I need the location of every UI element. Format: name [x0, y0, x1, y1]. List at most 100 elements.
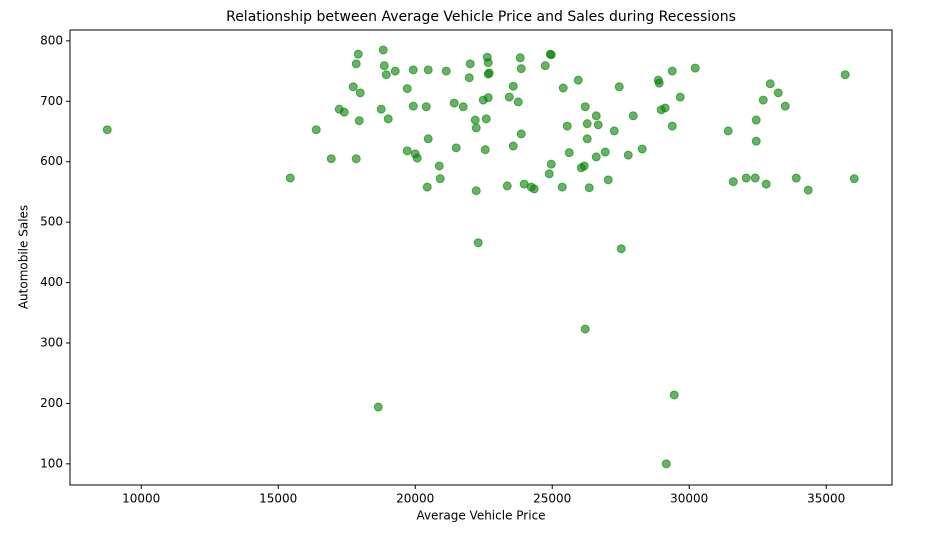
point: [355, 88, 365, 98]
point: [470, 115, 480, 125]
point: [378, 45, 388, 55]
point: [516, 64, 526, 74]
point: [669, 390, 679, 400]
point: [529, 184, 539, 194]
point: [423, 134, 433, 144]
point: [311, 125, 321, 135]
point: [600, 147, 610, 157]
point: [402, 84, 412, 94]
point: [484, 68, 494, 78]
x-tick-label: 20000: [396, 492, 434, 506]
point: [573, 75, 583, 85]
point: [546, 50, 556, 60]
point: [376, 104, 386, 114]
x-tick-label: 15000: [259, 492, 297, 506]
point: [326, 154, 336, 164]
point: [102, 125, 112, 135]
point: [758, 95, 768, 105]
point: [616, 244, 626, 254]
point: [661, 459, 671, 469]
plot-frame: [69, 29, 893, 486]
point: [751, 115, 761, 125]
point: [513, 97, 523, 107]
y-tick-label: 400: [40, 275, 63, 289]
y-tick-label: 200: [40, 396, 63, 410]
point: [546, 159, 556, 169]
point: [423, 65, 433, 75]
point: [637, 144, 647, 154]
point: [544, 169, 554, 179]
point: [402, 146, 412, 156]
point: [840, 70, 850, 80]
point: [723, 126, 733, 136]
point: [390, 66, 400, 76]
point: [379, 61, 389, 71]
point: [675, 92, 685, 102]
point: [579, 161, 589, 171]
point: [471, 123, 481, 133]
point: [383, 114, 393, 124]
point: [473, 238, 483, 248]
point: [558, 83, 568, 93]
point: [580, 324, 590, 334]
point: [582, 119, 592, 129]
point: [458, 102, 468, 112]
point: [381, 70, 391, 80]
point: [667, 121, 677, 131]
y-tick-label: 500: [40, 215, 63, 229]
y-axis-label: Automobile Sales: [17, 205, 31, 309]
point: [353, 49, 363, 59]
point: [582, 134, 592, 144]
point: [557, 182, 567, 192]
point: [471, 186, 481, 196]
points: [102, 45, 859, 469]
point: [603, 175, 613, 185]
point: [591, 152, 601, 162]
point: [339, 107, 349, 117]
point: [508, 141, 518, 151]
point: [540, 61, 550, 71]
point: [803, 185, 813, 195]
point: [750, 173, 760, 183]
point: [660, 103, 670, 113]
point: [351, 59, 361, 69]
point: [614, 82, 624, 92]
y-tick-label: 700: [40, 94, 63, 108]
point: [580, 102, 590, 112]
y-tick-label: 300: [40, 336, 63, 350]
point: [791, 173, 801, 183]
point: [654, 78, 664, 88]
chart-title: Relationship between Average Vehicle Pri…: [226, 9, 736, 25]
point: [483, 93, 493, 103]
point: [849, 174, 859, 184]
point: [761, 179, 771, 189]
point: [564, 148, 574, 158]
point: [562, 121, 572, 131]
point: [667, 66, 677, 76]
x-tick-label: 35000: [807, 492, 845, 506]
point: [508, 81, 518, 91]
point: [408, 101, 418, 111]
point: [591, 111, 601, 121]
point: [435, 174, 445, 184]
point: [609, 126, 619, 136]
point: [502, 181, 512, 191]
point: [584, 183, 594, 193]
x-tick-label: 10000: [122, 492, 160, 506]
point: [765, 79, 775, 89]
y-tick-label: 100: [40, 456, 63, 470]
point: [451, 143, 461, 153]
point: [408, 65, 418, 75]
point: [504, 92, 514, 102]
y-tick-label: 800: [40, 33, 63, 47]
point: [516, 129, 526, 139]
point: [441, 66, 451, 76]
point: [465, 59, 475, 69]
point: [412, 153, 422, 163]
point: [464, 73, 474, 83]
y-tick-label: 600: [40, 154, 63, 168]
x-tick-label: 30000: [670, 492, 708, 506]
point: [285, 173, 295, 183]
